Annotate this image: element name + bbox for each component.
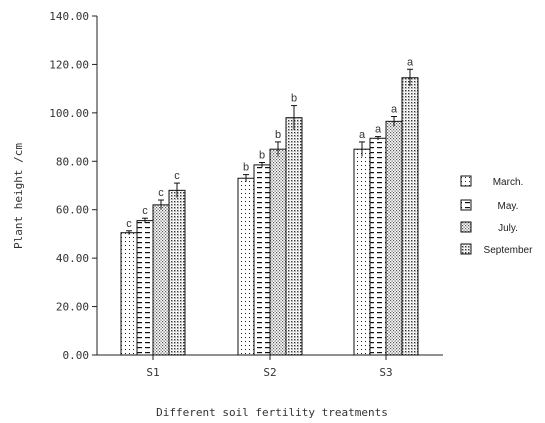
legend-swatch — [460, 221, 472, 233]
y-tick-label: 80.00 — [56, 155, 89, 168]
legend-swatch — [460, 243, 472, 255]
legend-label: July. — [498, 223, 518, 234]
significance-letter: b — [243, 162, 249, 174]
x-ticks: S1 S2 S3 — [146, 355, 393, 379]
bar — [353, 148, 371, 356]
x-tick-label: S3 — [379, 366, 392, 379]
y-tick-label: 40.00 — [56, 252, 89, 265]
bar — [285, 117, 303, 356]
legend-label: September — [484, 245, 534, 256]
bar — [385, 120, 403, 356]
bar — [136, 220, 154, 356]
legend: March. May. July. September — [460, 175, 534, 256]
bar — [253, 164, 271, 356]
legend-label: May. — [498, 201, 519, 212]
legend-label: March. — [493, 177, 524, 188]
significance-letter: a — [407, 56, 414, 68]
y-tick-label: 140.00 — [49, 10, 89, 23]
significance-letter: b — [259, 149, 265, 161]
bar — [237, 177, 255, 356]
bar — [401, 77, 419, 356]
bar — [152, 204, 170, 356]
x-tick-label: S2 — [263, 366, 276, 379]
y-axis-title: Plant height /cm — [12, 143, 25, 249]
significance-letter: c — [142, 205, 148, 217]
significance-letter: a — [375, 124, 382, 136]
y-tick-label: 60.00 — [56, 204, 89, 217]
y-tick-label: 20.00 — [56, 301, 89, 314]
significance-letter: c — [126, 218, 132, 230]
bar — [168, 189, 186, 356]
y-tick-label: 120.00 — [49, 58, 89, 71]
significance-letter: a — [359, 129, 366, 141]
x-tick-label: S1 — [146, 366, 159, 379]
bar — [120, 232, 138, 356]
significance-letter: c — [174, 170, 180, 182]
y-tick-label: 100.00 — [49, 107, 89, 120]
significance-letter: c — [158, 187, 164, 199]
legend-swatch — [460, 199, 472, 211]
x-axis-title: Different soil fertility treatments — [156, 406, 388, 419]
bar — [369, 137, 387, 356]
significance-letter: b — [291, 93, 297, 105]
y-tick-label: 0.00 — [63, 349, 90, 362]
legend-swatch — [460, 175, 472, 187]
bar — [269, 148, 287, 356]
significance-letter: b — [275, 129, 281, 141]
significance-letter: a — [391, 103, 398, 115]
y-ticks: 0.00 20.00 40.00 60.00 80.00 100.00 120.00 140.… — [49, 10, 97, 362]
